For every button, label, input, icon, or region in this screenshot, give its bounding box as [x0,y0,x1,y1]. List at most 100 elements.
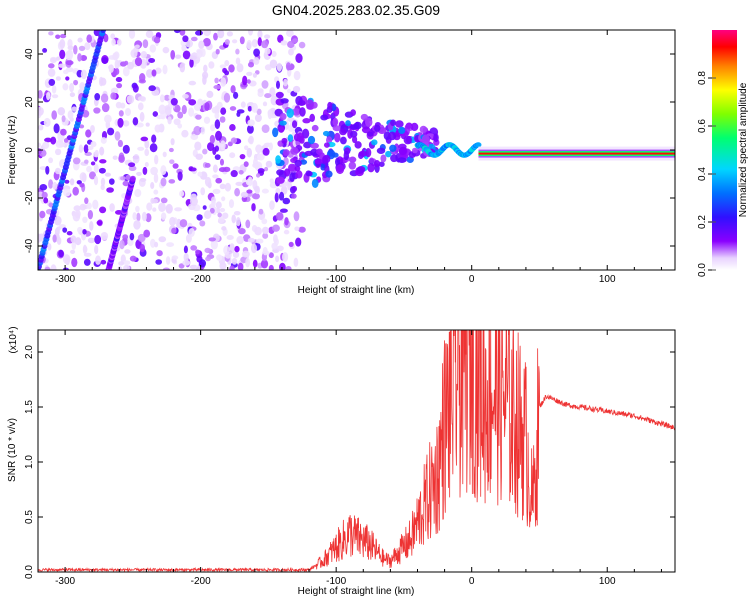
spectrogram-noise-blob [240,191,249,198]
spectrogram-noise-blob [143,229,151,238]
spectrogram-noise-blob [174,54,182,59]
spectrogram-noise-blob [148,85,156,92]
spectrogram-noise-blob [82,109,90,118]
spectrogram-cluster-blob [354,121,362,130]
spectrogram-noise-blob [215,201,222,209]
spectrogram-noise-blob [70,249,76,255]
spectrogram-noise-blob [80,54,88,62]
spectrogram-cluster-blob [352,135,358,144]
spectrogram-noise-blob [200,187,206,196]
spectrogram-noise-blob [174,30,181,34]
spectrogram-noise-blob [165,203,173,214]
spectrogram-noise-blob [129,255,137,262]
spectrogram-noise-blob [248,135,254,145]
spectrogram-cluster-blob [334,132,341,143]
spectrogram-noise-blob [291,193,297,199]
spectrogram-noise-blob [232,251,240,258]
spectrogram-noise-blob [48,157,54,164]
colorbar-ticks: 0.0 0.2 0.4 0.6 0.8 [697,71,716,277]
spectrogram-noise-blob [177,171,183,181]
spectrogram-noise-blob [194,141,202,151]
spectrogram-noise-blob [223,92,231,103]
spectrogram-noise-blob [212,174,219,179]
spectrogram-noise-blob [86,165,92,173]
spectrogram-cluster-blob [305,99,314,109]
spectrogram-noise-blob [111,38,116,46]
spectrogram-noise-blob [117,139,123,148]
spectrogram-noise-blob [101,103,110,113]
spectrogram-noise-blob [210,239,218,250]
spectrogram-noise-blob [237,262,244,270]
spectrogram-noise-blob [96,220,103,226]
spectrogram-noise-blob [52,181,58,190]
spectrogram-noise-blob [158,202,166,213]
spectrogram-noise-blob [60,128,67,136]
spectrogram-noise-blob [103,33,109,43]
spectrogram-noise-blob [136,122,144,128]
spectrogram-noise-blob [130,49,138,58]
spectrogram-cluster-blob [335,164,345,175]
spectrogram-noise-blob [173,118,181,126]
spectrogram-noise-blob [132,212,137,221]
spectrogram-noise-blob [50,264,57,270]
spectrogram-noise-blob [136,212,141,222]
spectrogram-noise-blob [56,226,61,231]
spectrogram-noise-blob [182,50,191,60]
spectrogram-noise-blob [195,114,202,120]
spectrogram-noise-blob [38,89,43,99]
spectrogram-noise-blob [222,212,229,219]
spectrogram-noise-blob [202,37,211,47]
spectrogram-noise-blob [282,252,289,262]
spectrogram-noise-blob [268,142,273,151]
spectrogram-noise-blob [60,33,67,39]
spectrogram-noise-blob [142,39,149,49]
spectrogram-noise-blob [48,179,54,189]
spectrogram-noise-blob [144,148,150,157]
spectrogram-noise-blob [219,158,225,166]
spectrogram-noise-blob [288,241,294,248]
spectrogram-noise-blob [51,84,57,94]
snr-y-tick-label: 0.0 [24,565,35,579]
spectrogram-cluster-blob [286,108,294,118]
spectrogram-noise-blob [271,50,277,58]
spectrogram-noise-blob [154,154,159,165]
chart-title: GN04.2025.283.02.35.G09 [272,2,440,18]
spectrogram-noise-blob [282,197,291,205]
spectrogram-noise-blob [206,90,214,99]
spectrogram-cluster-blob [295,170,303,179]
spectrogram-noise-blob [217,212,222,218]
spectrogram-noise-blob [79,183,85,188]
spectrogram-noise-blob [255,238,264,244]
spectrogram-noise-blob [120,176,126,181]
spectrogram-noise-blob [55,56,61,61]
spectrogram-cluster-blob [350,130,358,138]
spectrogram-cluster-blob [343,150,350,161]
spectrogram-noise-blob [255,144,263,154]
spectrogram-noise-blob [212,164,218,173]
spectrogram-x-tick-label: 100 [599,274,616,285]
spectrogram-noise-blob [183,252,189,262]
spectrogram-noise-blob [158,236,167,243]
spectrogram-noise-blob [189,58,194,68]
spectrogram-noise-blob [262,232,269,239]
spectrogram-noise-blob [151,69,157,77]
spectrogram-noise-blob [66,231,73,236]
spectrogram-noise-blob [214,119,221,130]
snr-x-tick-label: -100 [326,576,346,587]
spectrogram-noise-blob [38,142,41,148]
spectrogram-noise-blob [246,71,253,77]
spectrogram-line-core [478,152,675,155]
snr-panel: -300 -200 -100 0 100 0.0 0.5 1.0 1.5 2.0 Height o… [7,326,676,597]
snr-x-tick-label: -300 [55,576,75,587]
snr-y-axis-label: SNR (10 * v/v) [7,418,18,482]
spectrogram-noise-blob [122,234,129,240]
spectrogram-noise-blob [83,144,89,154]
spectrogram-noise-blob [65,60,74,66]
spectrogram-noise-blob [59,38,66,49]
spectrogram-noise-blob [217,30,225,39]
spectrogram-noise-blob [65,76,70,81]
spectrogram-noise-blob [47,68,56,77]
spectrogram-noise-blob [90,161,96,166]
spectrogram-noise-blob [162,267,170,270]
spectrogram-noise-blob [160,212,167,221]
